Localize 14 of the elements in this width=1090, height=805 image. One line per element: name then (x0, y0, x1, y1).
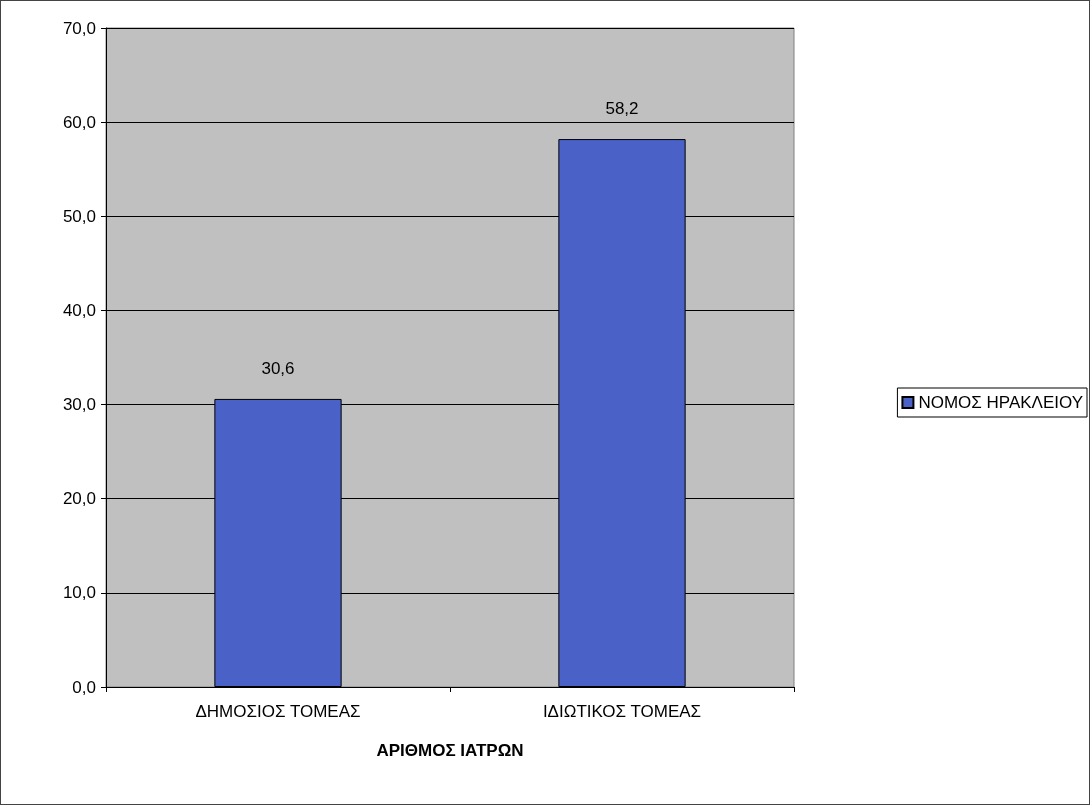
y-tick-label: 10,0 (62, 583, 96, 603)
y-tick-label: 0,0 (72, 677, 96, 697)
data-label: 30,6 (261, 358, 295, 378)
y-tick-label: 20,0 (62, 489, 96, 509)
legend-label: ΝΟΜΟΣ ΗΡΑΚΛΕΙΟΥ (918, 393, 1084, 412)
y-tick-label: 50,0 (62, 206, 96, 226)
y-tick-label: 30,0 (62, 395, 96, 415)
x-axis-title: ΑΡΙΘΜΟΣ ΙΑΤΡΩΝ (376, 741, 524, 760)
x-tick-label: ΙΔΙΩΤΙΚΟΣ ΤΟΜΕΑΣ (542, 702, 702, 721)
data-label: 58,2 (605, 99, 639, 119)
y-tick-label: 70,0 (62, 18, 96, 38)
x-tick-label: ΔΗΜΟΣΙΟΣ ΤΟΜΕΑΣ (195, 702, 361, 721)
y-tick-label: 60,0 (62, 112, 96, 132)
y-tick-label: 40,0 (62, 300, 96, 320)
